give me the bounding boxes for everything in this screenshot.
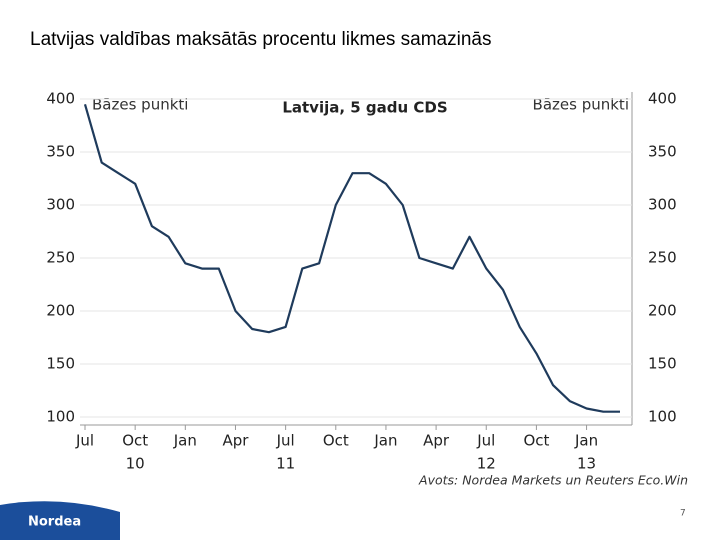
y-tick-label: 350 [46, 143, 75, 161]
y2-tick-label: 200 [648, 302, 677, 320]
x-tick-label: Apr [423, 432, 450, 450]
y-tick-label: 250 [46, 249, 75, 267]
y-tick-label: 400 [46, 90, 75, 108]
y2-tick-label: 350 [648, 143, 677, 161]
y-axis-label: Bāzes punkti [92, 96, 188, 114]
x-tick-label: Jul [75, 432, 94, 450]
y-tick-label: 100 [46, 408, 75, 426]
y2-tick-label: 150 [648, 355, 677, 373]
logo-text: Nordea [28, 515, 81, 530]
x-tick-label: Apr [222, 432, 249, 450]
x-tick-label: Jul [476, 432, 495, 450]
page-number: 7 [680, 509, 686, 519]
y2-tick-label: 300 [648, 196, 677, 214]
y2-axis-label: Bāzes punkti [533, 96, 629, 114]
x-tick-label: Oct [323, 432, 349, 450]
source: Avots: Nordea Markets un Reuters Eco.Win [418, 473, 688, 488]
x-tick-label: Oct [523, 432, 549, 450]
x-year-label: 13 [577, 455, 596, 473]
chart-title: Latvija, 5 gadu CDS [282, 99, 447, 117]
logo-band [0, 501, 120, 540]
x-year-label: 10 [126, 455, 145, 473]
slide-title: Latvijas valdības maksātās procentu likm… [30, 29, 491, 50]
x-tick-label: Jul [276, 432, 295, 450]
x-tick-label: Jan [574, 432, 598, 450]
y-tick-label: 200 [46, 302, 75, 320]
x-year-label: 12 [477, 455, 496, 473]
x-tick-label: Jan [373, 432, 397, 450]
series-line [83, 103, 620, 413]
y-tick-label: 300 [46, 196, 75, 214]
x-tick-label: Jan [173, 432, 197, 450]
y2-tick-label: 100 [648, 408, 677, 426]
y2-tick-label: 250 [648, 249, 677, 267]
x-tick-label: Oct [122, 432, 148, 450]
y2-tick-label: 400 [648, 90, 677, 108]
y-tick-label: 150 [46, 355, 75, 373]
x-year-label: 11 [276, 455, 295, 473]
logo: Nordea [0, 501, 120, 540]
